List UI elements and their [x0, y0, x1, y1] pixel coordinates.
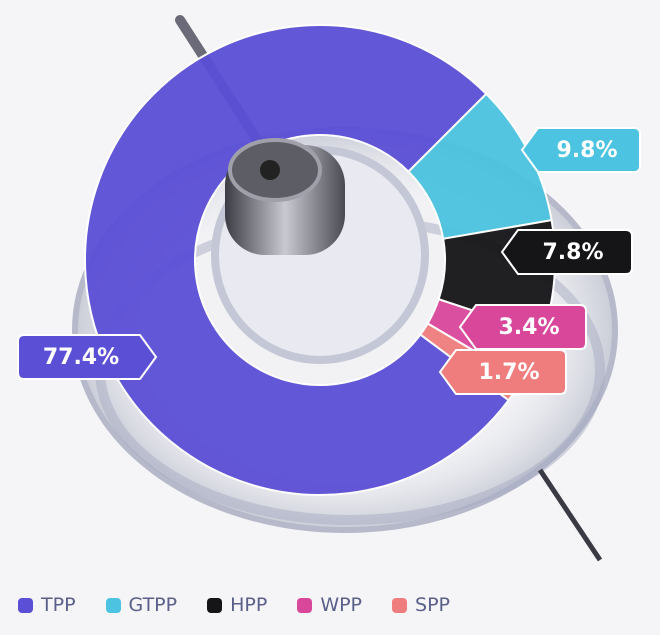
value-label: 9.8% [556, 138, 617, 163]
value-label: 3.4% [498, 315, 559, 340]
legend-label: HPP [230, 594, 268, 616]
legend-item: WPP [297, 594, 362, 616]
label-badge [500, 229, 633, 275]
legend: TPP GTPP HPP WPP SPP [18, 594, 450, 616]
legend-label: SPP [415, 594, 450, 616]
legend-swatch [105, 597, 121, 613]
legend-swatch [297, 597, 313, 613]
legend-swatch [18, 597, 33, 613]
label-badge [17, 334, 158, 380]
legend-item: HPP [207, 594, 267, 616]
label-badge [438, 349, 567, 395]
legend-item: TPP [18, 594, 76, 616]
donut-slice [84, 24, 510, 496]
legend-item: SPP [392, 594, 450, 616]
value-label: 7.8% [542, 240, 603, 265]
legend-swatch [392, 597, 408, 613]
legend-label: TPP [41, 594, 76, 616]
legend-item: GTPP [105, 594, 178, 616]
value-label: 1.7% [478, 360, 539, 385]
legend-label: GTPP [128, 594, 178, 616]
legend-swatch [207, 597, 223, 613]
labels: 77.4% 9.8% 7.8% 3.4% 1.7% [17, 127, 641, 395]
chart: 77.4% 9.8% 7.8% 3.4% 1.7% [17, 15, 641, 562]
legend-label: WPP [320, 594, 363, 616]
center-piece [211, 138, 429, 364]
label-badge [458, 304, 587, 350]
label-badge [520, 127, 641, 173]
value-label: 77.4% [43, 345, 119, 370]
